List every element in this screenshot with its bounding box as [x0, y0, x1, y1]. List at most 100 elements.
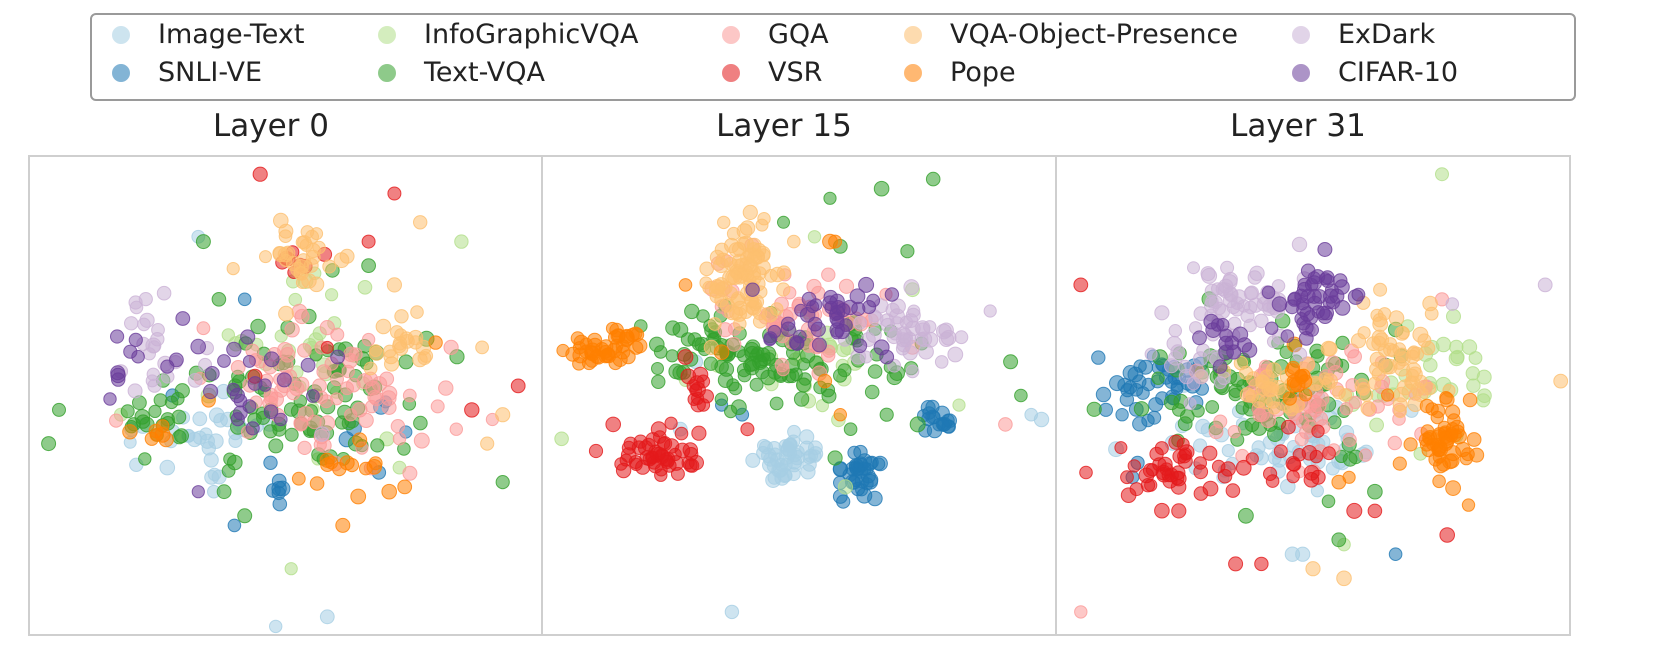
point-gqa — [293, 415, 309, 431]
point-cifar-10 — [829, 293, 845, 310]
point-image-text — [269, 619, 283, 634]
point-text-vqa — [1321, 494, 1336, 509]
point-gqa — [1227, 425, 1242, 439]
point-cifar-10 — [103, 392, 117, 406]
point-text-vqa — [370, 438, 385, 453]
point-exdark — [1154, 305, 1170, 321]
point-vqa-object-presence — [1239, 365, 1254, 380]
point-exdark — [1220, 260, 1235, 275]
point-pope — [1381, 388, 1395, 402]
point-exdark — [127, 383, 143, 399]
point-cifar-10 — [1317, 242, 1333, 257]
point-pope — [352, 432, 368, 448]
legend-label: Pope — [950, 57, 1016, 88]
point-cifar-10 — [110, 329, 125, 344]
point-text-vqa — [134, 408, 151, 425]
point-exdark — [1144, 347, 1158, 361]
point-gqa — [1387, 435, 1402, 451]
point-text-vqa — [796, 377, 811, 393]
point-text-vqa — [495, 475, 510, 490]
point-vsr — [740, 422, 755, 437]
legend-marker — [722, 25, 740, 44]
point-pope — [573, 334, 590, 351]
series-vsr — [588, 349, 755, 482]
point-gqa — [330, 392, 344, 406]
point-vqa-object-presence — [259, 250, 272, 264]
point-exdark — [940, 329, 957, 346]
point-cifar-10 — [190, 338, 206, 355]
point-vsr — [1286, 469, 1300, 484]
point-pope — [350, 488, 367, 505]
point-vsr — [674, 426, 689, 441]
point-text-vqa — [843, 422, 858, 437]
point-vqa-object-presence — [1379, 359, 1395, 375]
point-vsr — [1073, 277, 1089, 293]
point-exdark — [139, 312, 155, 328]
point-vqa-object-presence — [722, 270, 738, 286]
point-text-vqa — [361, 258, 377, 273]
point-pope — [1445, 480, 1462, 497]
point-cifar-10 — [330, 349, 346, 365]
point-cifar-10 — [191, 485, 205, 499]
point-vsr — [1310, 469, 1326, 485]
point-vqa-object-presence — [757, 212, 771, 226]
point-vsr — [605, 416, 621, 433]
point-infographicvqa — [1466, 378, 1481, 393]
point-exdark — [853, 316, 867, 330]
point-exdark — [1292, 347, 1308, 362]
point-gqa — [297, 343, 312, 358]
point-cifar-10 — [834, 323, 850, 340]
point-exdark — [1537, 277, 1553, 293]
point-infographicvqa — [1435, 167, 1449, 182]
point-gqa — [230, 360, 246, 375]
point-text-vqa — [52, 402, 66, 417]
point-exdark — [914, 332, 929, 346]
point-text-vqa — [1133, 401, 1150, 417]
point-cifar-10 — [849, 288, 866, 305]
point-vqa-object-presence — [1239, 387, 1255, 403]
point-vsr — [615, 462, 632, 479]
point-infographicvqa — [952, 398, 966, 412]
point-vsr — [588, 443, 604, 459]
point-text-vqa — [1003, 354, 1019, 370]
point-cifar-10 — [789, 335, 805, 351]
point-exdark — [947, 346, 964, 363]
point-text-vqa — [1244, 417, 1260, 433]
point-snli-ve — [925, 399, 940, 414]
legend: Image-Text SNLI-VE InfoGraphicVQA Text-VQA G… — [90, 13, 1576, 101]
point-vqa-object-presence — [709, 278, 726, 295]
point-text-vqa — [250, 318, 266, 335]
point-image-text — [786, 457, 802, 473]
point-vqa-object-presence — [278, 305, 294, 322]
point-text-vqa — [148, 404, 162, 418]
legend-label: GQA — [768, 19, 829, 50]
point-pope — [1466, 432, 1482, 447]
point-gqa — [821, 267, 836, 282]
point-exdark — [890, 298, 906, 315]
point-exdark — [934, 355, 949, 369]
point-cifar-10 — [160, 359, 175, 374]
point-pope — [397, 479, 413, 495]
point-image-text — [319, 609, 335, 625]
point-text-vqa — [195, 234, 211, 250]
point-text-vqa — [172, 429, 187, 445]
point-text-vqa — [696, 309, 710, 323]
point-vsr — [1287, 457, 1302, 472]
point-pope — [335, 517, 351, 533]
point-exdark — [895, 332, 912, 348]
point-snli-ve — [849, 462, 865, 477]
point-gqa — [379, 371, 395, 387]
point-pope — [1436, 457, 1451, 472]
point-exdark — [1271, 279, 1286, 293]
point-vqa-object-presence — [752, 314, 768, 329]
point-text-vqa — [211, 292, 227, 307]
point-cifar-10 — [1241, 342, 1258, 358]
point-pope — [609, 322, 624, 338]
point-text-vqa — [171, 391, 185, 406]
point-vqa-object-presence — [272, 246, 289, 263]
point-gqa — [381, 400, 397, 415]
scatter-panel-layer-31 — [1055, 155, 1571, 636]
point-vqa-object-presence — [699, 261, 714, 277]
point-vqa-object-presence — [1393, 386, 1410, 403]
point-exdark — [1445, 297, 1460, 311]
